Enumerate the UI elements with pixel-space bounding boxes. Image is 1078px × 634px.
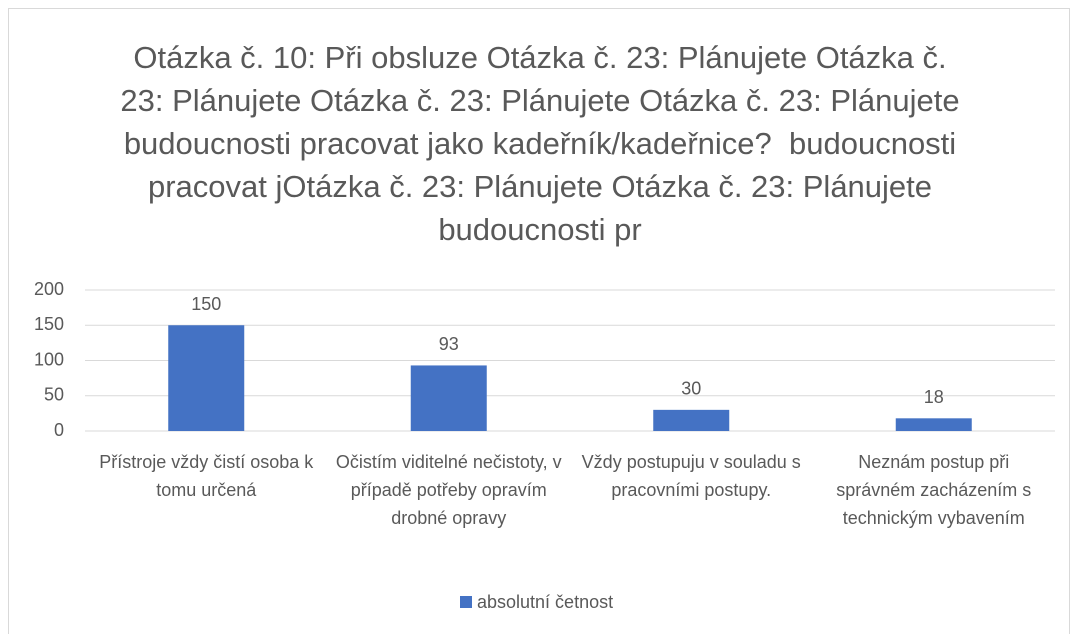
legend-label: absolutní četnost xyxy=(477,592,613,612)
bar xyxy=(410,365,487,431)
bar xyxy=(895,418,972,431)
bar xyxy=(653,409,730,431)
y-tick-label: 0 xyxy=(54,420,64,440)
y-tick-label: 50 xyxy=(44,385,64,405)
data-label: 30 xyxy=(681,379,701,399)
y-tick-label: 200 xyxy=(34,279,64,299)
x-tick-label: Neznám postup při správném zacházením s … xyxy=(836,452,1032,528)
data-label: 18 xyxy=(924,387,944,407)
y-tick-label: 150 xyxy=(34,314,64,334)
data-label: 150 xyxy=(191,294,221,314)
x-tick-label: Očistím viditelné nečistoty, v případě p… xyxy=(335,452,562,528)
chart-title: Otázka č. 10: Při obsluze Otázka č. 23: … xyxy=(120,40,977,247)
chart-frame xyxy=(8,8,1070,634)
y-tick-label: 100 xyxy=(34,349,64,369)
data-label: 93 xyxy=(439,334,459,354)
x-tick-label: Přístroje vždy čistí osoba k tomu určená xyxy=(99,452,314,500)
bar xyxy=(168,325,245,431)
legend-swatch xyxy=(460,596,472,608)
x-tick-label: Vždy postupuju v souladu s pracovními po… xyxy=(581,452,801,500)
